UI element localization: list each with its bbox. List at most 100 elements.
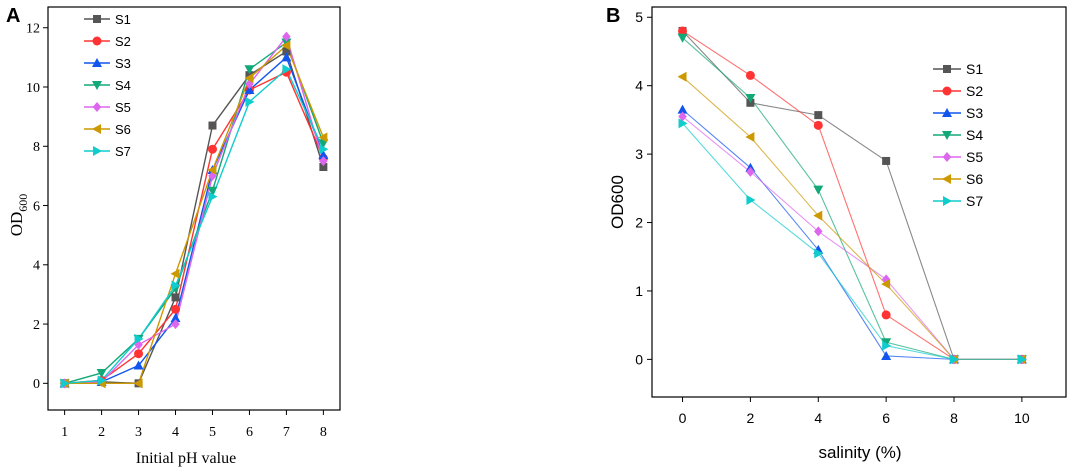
panel-b-point-s4 bbox=[881, 338, 892, 348]
panel-b-x-tick-label: 10 bbox=[1014, 410, 1030, 426]
panel-b-point-s6 bbox=[813, 210, 823, 221]
panel-b-point-s7 bbox=[746, 194, 756, 205]
panel-a-legend-marker-s3 bbox=[92, 58, 102, 67]
panel-a-point-s4 bbox=[207, 186, 218, 196]
panel-b-y-tick-label: 3 bbox=[635, 146, 643, 162]
panel-a-series-line-s1 bbox=[64, 50, 325, 385]
panel-a-series-line-s7 bbox=[64, 68, 325, 385]
panel-b-point-s1 bbox=[814, 111, 823, 120]
panel-b-point-s6 bbox=[745, 132, 755, 142]
panel-b-legend-label-s4: S4 bbox=[966, 127, 983, 143]
panel-b-point-s5 bbox=[746, 166, 755, 177]
panel-a-point-s7 bbox=[282, 64, 292, 75]
panel-a-point-s1 bbox=[282, 47, 291, 56]
panel-a-x-tick-label: 3 bbox=[135, 425, 142, 440]
panel-b-legend-label-s6: S6 bbox=[966, 171, 983, 187]
panel-b-y-tick-label: 2 bbox=[635, 214, 643, 230]
panel-a-legend-label-s5: S5 bbox=[115, 100, 131, 115]
panel-a-y-tick-label: 12 bbox=[26, 22, 40, 37]
panel-a-x-tick-label: 7 bbox=[283, 425, 290, 440]
panel-b-legend-marker-s2 bbox=[942, 86, 952, 96]
panel-b-legend-marker-s5 bbox=[942, 152, 952, 162]
panel-a-point-s3 bbox=[318, 150, 329, 160]
panel-a-legend-label-s6: S6 bbox=[115, 122, 131, 137]
panel-b-point-s2 bbox=[678, 26, 688, 36]
panel-b-plot-frame bbox=[651, 6, 1067, 398]
panel-b-series-line-s7 bbox=[682, 122, 1022, 360]
panel-a-series-line-s3 bbox=[64, 56, 325, 385]
panel-a-label: A bbox=[6, 5, 20, 27]
panel-a-x-axis-label: Initial pH value bbox=[136, 450, 236, 467]
panel-a-x-tick-label: 8 bbox=[320, 425, 327, 440]
panel-a-point-s6 bbox=[281, 40, 291, 51]
panel-b-point-s4 bbox=[677, 33, 688, 43]
panel-a-point-s6 bbox=[133, 378, 143, 389]
panel-a-point-s3 bbox=[170, 313, 181, 323]
panel-a-y-axis-label: OD600 bbox=[7, 194, 30, 237]
panel-b-x-tick-label: 0 bbox=[679, 410, 687, 426]
panel-a-point-s7 bbox=[245, 96, 255, 107]
panel-b-x-axis-label: salinity (%) bbox=[818, 443, 901, 462]
panel-b-point-s7 bbox=[814, 248, 824, 259]
panel-b-legend-marker-s1 bbox=[943, 65, 951, 73]
panel-b-point-s3 bbox=[881, 350, 892, 360]
panel-a-point-s4 bbox=[318, 139, 329, 149]
panel-b-point-s7 bbox=[882, 340, 892, 351]
panel-a-point-s3 bbox=[244, 84, 255, 94]
panel-a-series bbox=[59, 31, 329, 389]
panel-a-legend-marker-s7 bbox=[93, 146, 102, 156]
panel-a-point-s6 bbox=[170, 268, 180, 279]
panel-b-point-s6 bbox=[881, 279, 891, 290]
panel-a-point-s6 bbox=[207, 164, 217, 175]
panel-a-point-s5 bbox=[171, 319, 180, 330]
panel-a-point-s3 bbox=[281, 52, 292, 62]
panel-b-y-tick-label: 0 bbox=[635, 351, 643, 367]
panel-a-legend-marker-s2 bbox=[92, 36, 102, 46]
panel-b-legend-marker-s7 bbox=[943, 196, 952, 206]
panel-b-y-tick-label: 1 bbox=[635, 283, 643, 299]
panel-a-series-line-s6 bbox=[64, 44, 325, 385]
panel-a-point-s7 bbox=[97, 375, 107, 386]
panel-b-legend-marker-s6 bbox=[942, 174, 951, 184]
panel-b-point-s2 bbox=[813, 120, 823, 130]
panel-a-point-s1 bbox=[171, 293, 180, 302]
panel-b-point-s2 bbox=[881, 310, 891, 320]
panel-a-y-tick-label: 8 bbox=[33, 140, 40, 155]
panel-b-legend-label-s5: S5 bbox=[966, 149, 983, 165]
panel-a-x-tick-label: 5 bbox=[209, 425, 216, 440]
panel-a-y-tick-label: 4 bbox=[33, 259, 40, 274]
panel-a-legend: S1 S2 S3 S4 S5 S6 S7 bbox=[84, 12, 131, 159]
panel-a-point-s1 bbox=[208, 121, 217, 130]
panel-b-legend-label-s3: S3 bbox=[966, 105, 983, 121]
panel-b-point-s2 bbox=[745, 70, 755, 80]
panel-a-x-tick-label: 1 bbox=[61, 425, 68, 440]
panel-b-point-s4 bbox=[745, 94, 756, 103]
panel-a-plot-frame bbox=[47, 6, 341, 411]
panel-b-legend-marker-s3 bbox=[942, 108, 952, 117]
panel-a-x-tick-label: 6 bbox=[246, 425, 253, 440]
panel-b-x-tick-label: 4 bbox=[814, 410, 822, 426]
panel-b-legend: S1 S2 S3 S4 S5 S6 S7 bbox=[933, 61, 983, 209]
panel-a-legend-label-s3: S3 bbox=[115, 56, 131, 71]
panel-a-y-tick-label: 6 bbox=[33, 199, 40, 214]
panel-b-legend-marker-s4 bbox=[942, 131, 952, 140]
panel-b-point-s5 bbox=[814, 226, 823, 237]
panel-a-legend-label-s7: S7 bbox=[115, 144, 131, 159]
panel-a-point-s4 bbox=[244, 65, 255, 75]
panel-b-point-s6 bbox=[677, 71, 687, 82]
panel-a-y-tick-label: 0 bbox=[33, 377, 40, 392]
panel-a-y-axis-label-main: OD bbox=[7, 212, 26, 237]
panel-a-legend-marker-s6 bbox=[92, 124, 101, 134]
panel-b-y-tick-label: 5 bbox=[635, 9, 643, 25]
panel-a-point-s5 bbox=[319, 156, 328, 167]
panel-b-point-s4 bbox=[813, 185, 824, 195]
panel-a-point-s7 bbox=[171, 280, 181, 291]
panel-b-legend-label-s2: S2 bbox=[966, 83, 983, 99]
panel-b-point-s7 bbox=[1017, 354, 1027, 365]
panel-a-x-tick-label: 4 bbox=[172, 425, 179, 440]
panel-b-x-tick-label: 2 bbox=[747, 410, 755, 426]
panel-a-point-s1 bbox=[319, 163, 328, 172]
panel-a-point-s7 bbox=[208, 191, 218, 202]
panel-a-y-tick-label: 2 bbox=[33, 318, 40, 333]
